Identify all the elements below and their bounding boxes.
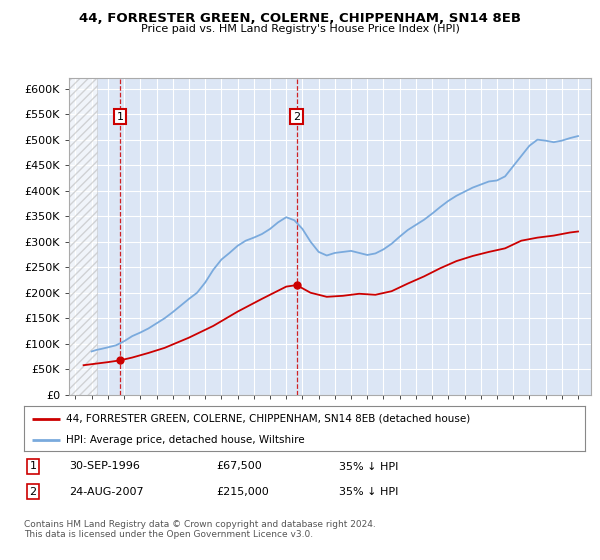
Text: 1: 1 [29, 461, 37, 472]
Text: 2: 2 [293, 111, 300, 122]
Text: £215,000: £215,000 [216, 487, 269, 497]
Text: 24-AUG-2007: 24-AUG-2007 [69, 487, 143, 497]
Bar [69, 78, 97, 395]
Text: 35% ↓ HPI: 35% ↓ HPI [339, 461, 398, 472]
Text: Price paid vs. HM Land Registry's House Price Index (HPI): Price paid vs. HM Land Registry's House … [140, 24, 460, 34]
Text: HPI: Average price, detached house, Wiltshire: HPI: Average price, detached house, Wilt… [66, 435, 305, 445]
Text: 1: 1 [116, 111, 124, 122]
Text: 44, FORRESTER GREEN, COLERNE, CHIPPENHAM, SN14 8EB: 44, FORRESTER GREEN, COLERNE, CHIPPENHAM… [79, 12, 521, 25]
Text: 30-SEP-1996: 30-SEP-1996 [69, 461, 140, 472]
Text: 2: 2 [29, 487, 37, 497]
Text: Contains HM Land Registry data © Crown copyright and database right 2024.
This d: Contains HM Land Registry data © Crown c… [24, 520, 376, 539]
Text: 35% ↓ HPI: 35% ↓ HPI [339, 487, 398, 497]
Text: £67,500: £67,500 [216, 461, 262, 472]
Text: 44, FORRESTER GREEN, COLERNE, CHIPPENHAM, SN14 8EB (detached house): 44, FORRESTER GREEN, COLERNE, CHIPPENHAM… [66, 413, 470, 423]
